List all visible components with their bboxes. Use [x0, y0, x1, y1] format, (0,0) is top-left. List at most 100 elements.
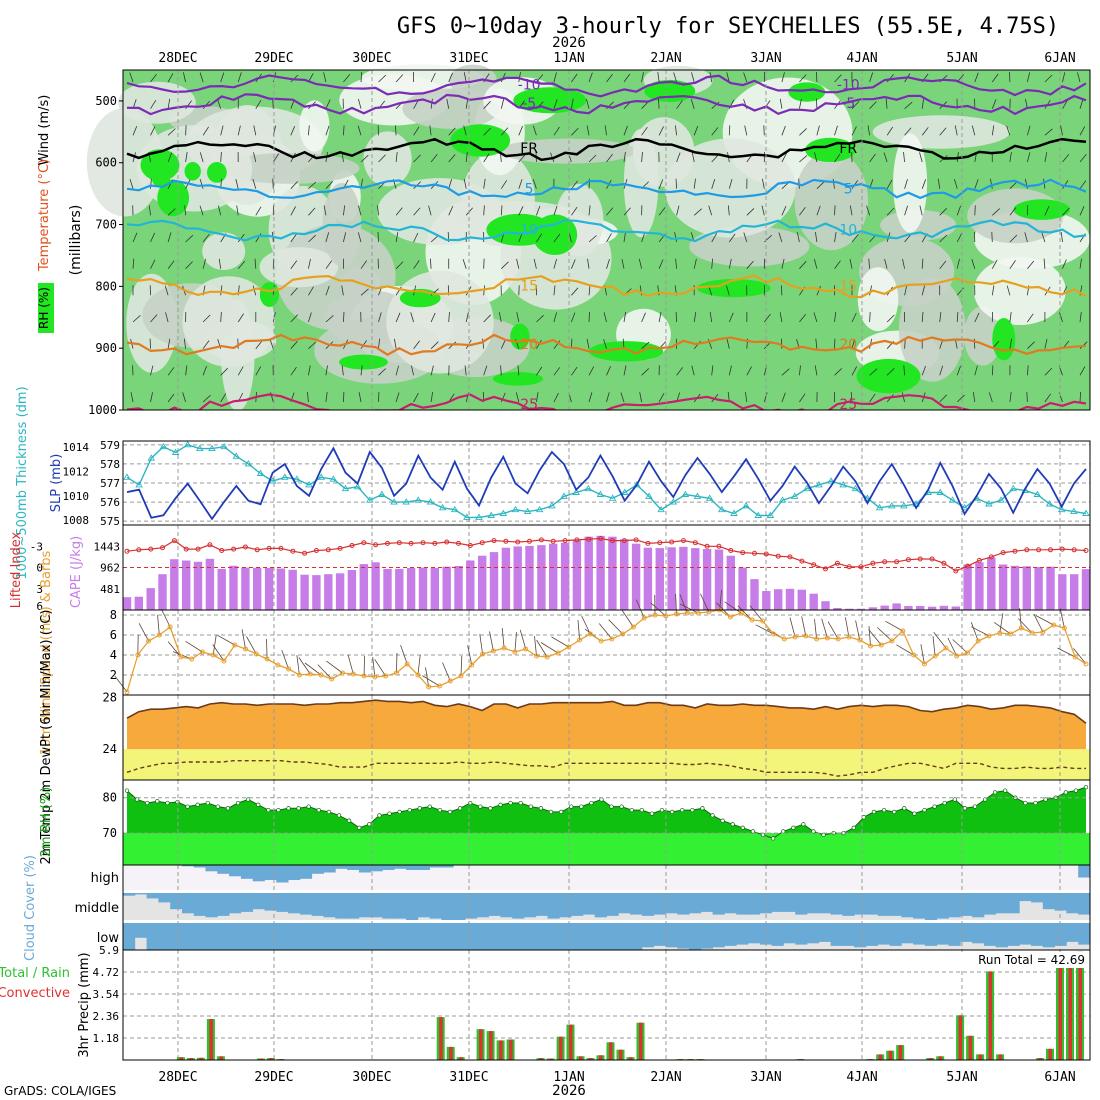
- wind-barb: [1062, 99, 1068, 109]
- isotherm-label--5-1: -5: [841, 96, 855, 112]
- wind-barb: [413, 260, 420, 269]
- wind-speed-point-21: [350, 671, 356, 677]
- wind-barb: [395, 152, 398, 163]
- wind-speed-point-34: [490, 648, 496, 654]
- thickness-point-26: [438, 503, 447, 511]
- wind-barb: [395, 125, 397, 136]
- wind-barb-64: [814, 619, 817, 640]
- wind-barb-7: [185, 640, 203, 653]
- legend-wind: Wind (m/s): [37, 95, 52, 166]
- wind-barb: [1079, 98, 1084, 109]
- wind-barb: [553, 258, 557, 269]
- precip-tick-2: 3.54: [93, 988, 120, 1001]
- wind-barb: [553, 99, 558, 109]
- wind-barb: [343, 74, 351, 83]
- isotherm-label-15-0: 15: [520, 278, 538, 294]
- wind-barb: [587, 258, 590, 269]
- wind-barb-9: [212, 644, 225, 662]
- wind-barb: [781, 206, 787, 216]
- rh-shading-moist: [510, 323, 530, 350]
- wind-barb: [164, 285, 169, 296]
- wind-barb: [308, 181, 317, 189]
- wind-speed-point-39: [544, 654, 550, 660]
- wind-barb: [290, 314, 298, 323]
- wind-barb-80: [971, 626, 990, 637]
- wind-speed-point-9: [221, 658, 227, 664]
- cloud-bar-low-33: [512, 923, 525, 950]
- wind-barb-28: [425, 667, 430, 688]
- wind-barb: [358, 98, 362, 109]
- cloud-bar-low-55: [771, 923, 784, 946]
- wind-barb-69: [868, 626, 871, 647]
- wind-barb: [132, 125, 138, 136]
- wind-barb: [1009, 392, 1012, 403]
- rh-point-82: [952, 797, 957, 802]
- lifted-index-point-58: [811, 562, 817, 568]
- cloud-bar-middle-60: [830, 893, 843, 915]
- wind-barb: [1009, 312, 1012, 323]
- cloud-bar-low-71: [960, 923, 973, 942]
- lifted-index-point-49: [704, 543, 710, 549]
- cape-bar-15: [300, 574, 309, 610]
- rh-point-54: [669, 809, 675, 815]
- lifted-index-point-1: [136, 547, 142, 553]
- lifted-index-point-54: [763, 551, 769, 557]
- wind-barb: [606, 233, 612, 243]
- thickness-point-45: [669, 498, 678, 505]
- wind-barb: [919, 152, 923, 163]
- wind-barb: [1026, 391, 1028, 403]
- wind-barb: [676, 205, 680, 216]
- thickness-point-14: [293, 475, 301, 482]
- thickness-point-17: [329, 475, 338, 482]
- wind-speed-point-51: [674, 611, 679, 617]
- wind-barb: [255, 206, 262, 216]
- wind-barb: [693, 208, 702, 216]
- cloud-bar-middle-43: [630, 893, 643, 915]
- cloud-bar-middle-20: [358, 893, 372, 918]
- wind-barb: [150, 259, 156, 269]
- wind-barb: [571, 312, 576, 323]
- cloud-bar-middle-62: [854, 893, 867, 915]
- wind-barb: [728, 312, 734, 323]
- cloud-bar-low-60: [830, 923, 843, 946]
- cloud-bar-middle-4: [170, 893, 183, 910]
- wind-barb: [1060, 232, 1063, 243]
- wind-barb: [255, 99, 262, 109]
- wind-barb: [220, 125, 224, 136]
- thickness-point-50: [730, 509, 738, 516]
- isotherm-label-25-0: 25: [520, 397, 538, 413]
- wind-barb: [728, 233, 736, 243]
- wind-barb: [903, 365, 905, 376]
- rh-point-81: [942, 800, 947, 806]
- thickness-point-71: [985, 500, 993, 507]
- cloud-bar-middle-44: [641, 893, 655, 916]
- cape-bar-23: [395, 568, 404, 610]
- rh-point-29: [417, 806, 422, 811]
- rh-shading-blob: [202, 232, 246, 270]
- wind-barb: [150, 178, 152, 189]
- wind-speed-point-43: [587, 631, 593, 637]
- thickness-point-40: [608, 494, 617, 501]
- wind-speed-point-63: [803, 633, 809, 639]
- cloud-bar-low-66: [901, 923, 914, 944]
- wind-speed-point-80: [986, 633, 992, 639]
- rh-point-50: [629, 807, 634, 813]
- isotherm-label--10-1: -10: [837, 77, 860, 93]
- rh-point-67: [801, 822, 806, 827]
- cloud-bar-low-20: [358, 923, 372, 950]
- wind-barb: [974, 72, 979, 83]
- cloud-bar-low-52: [736, 923, 749, 945]
- wind-barb: [991, 259, 998, 269]
- wind-barb: [641, 312, 646, 323]
- wind-barb: [883, 152, 888, 163]
- wind-speed-point-86: [1051, 622, 1057, 628]
- cloud-bar-low-3: [158, 923, 171, 950]
- thickness-point-31: [499, 509, 508, 516]
- date-tick-top-30DEC: 30DEC: [352, 51, 391, 66]
- rh-point-53: [659, 807, 665, 813]
- rh-point-83: [962, 806, 968, 811]
- slp-tick-1014: 1014: [63, 441, 90, 454]
- wind-barb: [851, 101, 860, 109]
- thickness-point-73: [1009, 484, 1017, 492]
- cloud-bar-middle-56: [783, 893, 796, 912]
